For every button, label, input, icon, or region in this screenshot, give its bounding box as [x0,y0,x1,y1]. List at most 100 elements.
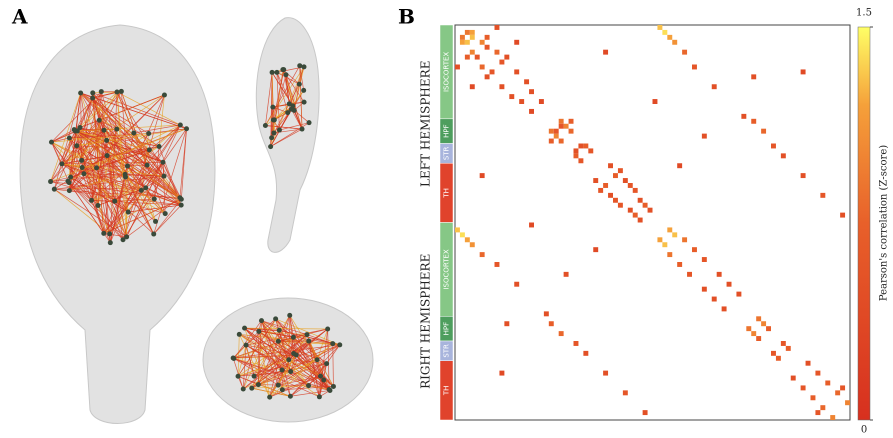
cell [484,34,490,40]
hemisphere-label: LEFT HEMISPHERE [419,61,433,187]
edge [276,72,300,85]
cell [672,232,678,238]
edge [54,188,127,238]
edge [61,130,76,164]
node [276,127,282,133]
node [286,357,292,363]
edge [239,334,291,372]
cell [761,321,767,327]
node [151,231,157,237]
cell [780,153,786,159]
region-label: ISOCORTEX [443,249,451,289]
cell [766,326,771,332]
cell [613,173,618,179]
cell [622,390,628,396]
cell [563,271,569,277]
cell [835,390,841,396]
node [79,165,85,171]
cell [558,123,564,129]
edge [97,187,146,206]
edge [326,344,341,364]
node [297,63,303,69]
node [299,126,305,132]
edge [76,145,82,161]
cell [459,232,465,238]
edge [278,341,291,397]
node [314,357,320,363]
node [301,64,307,70]
cell [608,163,613,169]
edge [273,69,285,121]
node [267,394,273,400]
cell [662,29,668,35]
cell [603,183,609,188]
edge [293,110,310,123]
cell [741,113,747,119]
edge [109,164,148,234]
edge [237,318,276,377]
edge [125,176,166,214]
edge [50,92,81,182]
edge [106,140,127,237]
edge [285,74,305,103]
edge [68,182,124,240]
node [90,90,96,96]
cell [504,54,510,60]
edge [92,91,118,94]
edge [106,155,127,237]
edge [61,140,107,165]
edge [50,173,126,182]
edge [244,327,294,338]
edge [69,91,122,191]
edge [67,155,108,182]
cell [637,217,643,223]
cell [751,331,757,337]
edge [103,130,126,178]
edge [274,103,290,121]
edge [77,130,107,141]
node [89,197,95,203]
node [306,383,312,389]
edge [265,125,303,130]
node [131,130,137,136]
node [271,130,277,136]
edge [79,127,164,163]
edge [332,343,334,387]
cell [652,99,658,104]
cell [627,183,633,188]
cell [701,257,707,262]
region-label: HPF [443,124,451,138]
edge [116,91,135,134]
panel-label: B [398,5,415,29]
cell [756,336,762,341]
node [285,110,291,116]
node [95,202,101,208]
node [125,209,131,215]
region-label: TH [443,188,451,199]
edge [61,163,182,206]
cell [810,395,816,401]
node [273,316,279,322]
edge [68,182,105,234]
edge [53,92,81,190]
edge [54,91,102,190]
cell [603,49,609,55]
cell [529,89,534,95]
cell [598,187,604,193]
edge [114,161,164,202]
edge [61,163,165,177]
cell [474,54,480,60]
cell [677,163,683,169]
cell [657,25,663,30]
cell [756,316,762,322]
node [276,327,282,333]
cell [573,148,579,154]
edge [109,124,181,235]
edge [327,328,330,390]
node [118,88,124,94]
node [293,352,299,358]
edge [54,188,110,235]
edge [265,65,301,126]
edge [261,320,283,390]
